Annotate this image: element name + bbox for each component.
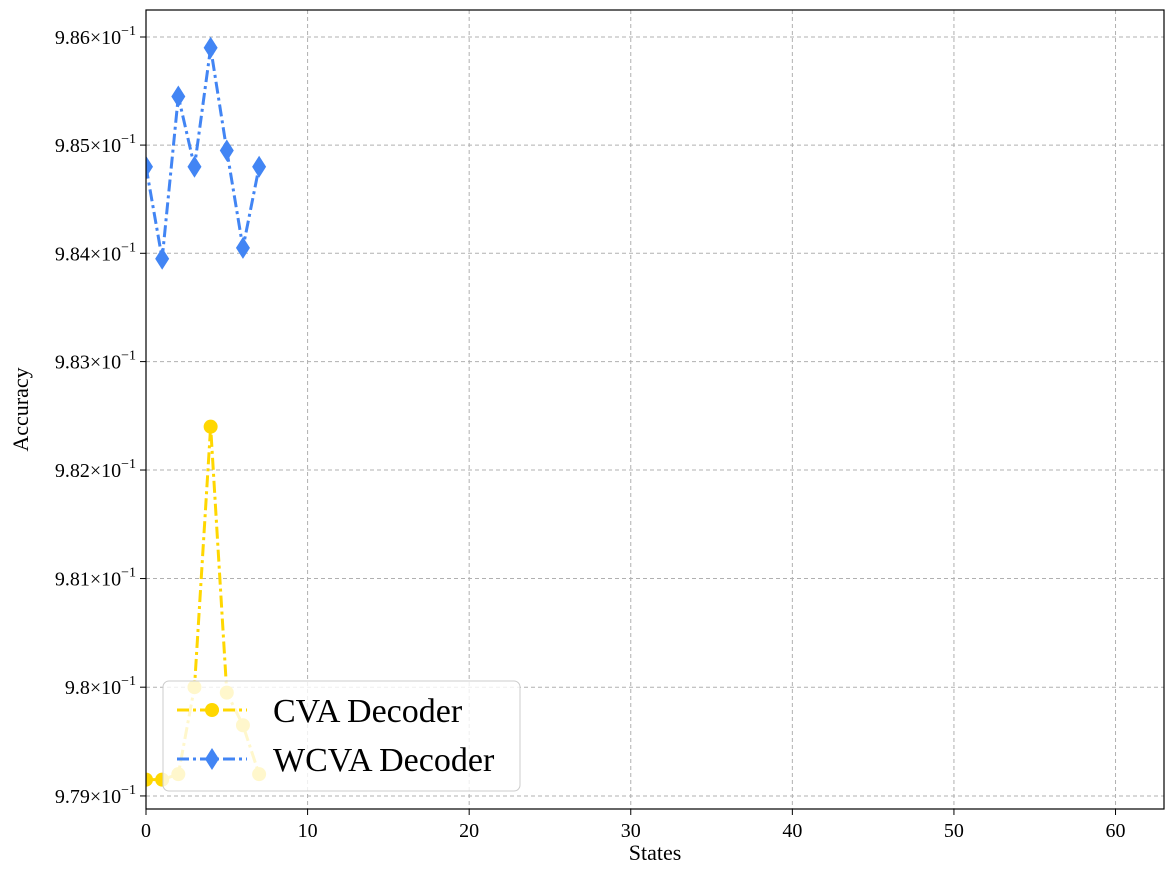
y-tick-label: 9.84×10−1 (55, 240, 136, 265)
y-tick-label: 9.8×10−1 (65, 674, 136, 699)
wcva-decoder-legend-marker (205, 748, 219, 770)
wcva-decoder-point (252, 155, 267, 178)
y-tick-label: 9.81×10−1 (55, 566, 136, 591)
cva-decoder-point (203, 419, 218, 434)
y-tick-label: 9.79×10−1 (55, 783, 136, 808)
grid-lines (145, 10, 1164, 809)
cva-decoder-legend-label: CVA Decoder (273, 693, 463, 730)
wcva-decoder-line (146, 46, 261, 261)
wcva-decoder-point (235, 236, 250, 259)
wcva-decoder-point (219, 139, 234, 162)
wcva-decoder-point (203, 36, 218, 59)
y-tick-label: 9.83×10−1 (55, 349, 136, 374)
x-tick-label: 10 (298, 820, 318, 842)
wcva-decoder-point (171, 85, 186, 108)
wcva-decoder-point (187, 155, 202, 178)
y-axis-label: Accuracy (8, 367, 33, 451)
x-axis-label: States (629, 840, 682, 865)
cva-decoder-point (146, 772, 153, 787)
legend: CVA Decoder WCVA Decoder (162, 680, 521, 792)
y-tick-label: 9.85×10−1 (55, 132, 136, 157)
y-tick-label: 9.86×10−1 (55, 24, 136, 49)
cva-decoder-legend-marker (205, 703, 219, 717)
x-axis: 0 10 20 30 40 50 60 (141, 809, 1126, 842)
x-tick-label: 20 (459, 820, 479, 842)
plot-area-frame (145, 9, 1165, 810)
y-axis: 9.79×10−1 9.8×10−1 9.81×10−1 9.82×10−1 9.83×… (55, 24, 146, 808)
x-tick-label: 60 (1106, 820, 1126, 842)
x-tick-label: 50 (944, 820, 964, 842)
legend-box (162, 680, 521, 792)
x-tick-label: 40 (782, 820, 802, 842)
x-tick-label: 0 (141, 820, 151, 842)
y-tick-label: 9.82×10−1 (55, 457, 136, 482)
x-tick-label: 30 (621, 820, 641, 842)
wcva-decoder-legend-label: WCVA Decoder (273, 742, 495, 779)
wcva-decoder-point (155, 247, 170, 270)
wcva-decoder-point (146, 155, 153, 178)
plot-series-group (146, 36, 267, 787)
